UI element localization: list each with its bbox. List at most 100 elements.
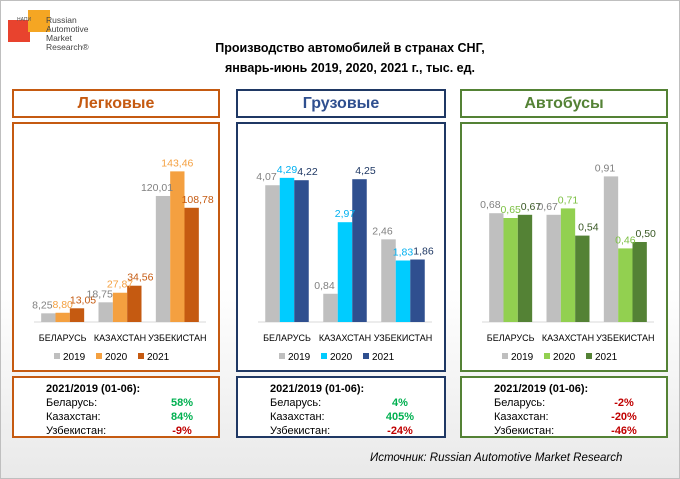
legend-swatch [502, 353, 508, 359]
data-label: 1,86 [413, 246, 434, 258]
data-label: 4,29 [277, 164, 298, 176]
bar [279, 177, 295, 322]
bar [352, 179, 367, 322]
legend-label: 2021 [595, 352, 618, 363]
bar [265, 185, 280, 322]
stats-header: 2021/2019 (01-06): [46, 383, 141, 395]
data-label: 108,78 [182, 194, 214, 206]
data-label: 8,25 [32, 299, 53, 311]
logo-line: Automotive [46, 24, 89, 34]
legend-swatch [138, 353, 144, 359]
category-header-trucks: Грузовые [236, 89, 446, 118]
stats-panel-passenger: 2021/2019 (01-06): Беларусь: 58% Казахст… [12, 376, 220, 438]
chart-panel-buses: 0,68 0,65 0,67 БЕЛАРУСЬ 0,67 0,71 0,54 КАЗАХСТА… [460, 122, 668, 372]
chart-trucks: 4,074,29 4,22 БЕЛАРУСЬ 0,84 2,97 4,25 КАЗАХСТА… [256, 164, 434, 363]
bar [575, 235, 590, 322]
bar [55, 312, 70, 322]
bar [112, 292, 128, 322]
page-title-line2: январь-июнь 2019, 2020, 2021 г., тыс. ед… [224, 61, 476, 75]
legend-label: 2020 [553, 352, 576, 363]
stats-label: Беларусь: [494, 397, 546, 409]
bar [489, 213, 504, 322]
category-tick-label: УЗБЕКИСТАН [374, 333, 432, 343]
page-title-line1: Производство автомобилей в странах СНГ, [215, 41, 485, 55]
data-label: 18,75 [87, 288, 113, 300]
data-label: 27,87 [107, 279, 133, 291]
category-header-buses: Автобусы [460, 89, 668, 118]
data-label: 143,46 [161, 157, 193, 169]
stats-value: 405% [385, 411, 415, 423]
data-label: 4,22 [297, 166, 318, 178]
legend-label: 2019 [288, 352, 311, 363]
legend-swatch [279, 353, 285, 359]
page-title: Производство автомобилей в странах СНГ, … [160, 38, 540, 78]
stats-value: -46% [611, 425, 637, 437]
data-label: 4,07 [256, 171, 277, 183]
stats-label: Узбекистан: [494, 425, 555, 437]
stats-label: Узбекистан: [270, 425, 331, 437]
stats-value: 84% [170, 411, 194, 423]
stats-value: -9% [172, 425, 192, 437]
data-label: 1,83 [393, 247, 414, 259]
bar [395, 260, 411, 322]
legend-swatch [54, 353, 60, 359]
data-label: 0,71 [558, 194, 579, 206]
bar [517, 214, 533, 322]
stats-header: 2021/2019 (01-06): [270, 383, 365, 395]
bar [170, 171, 185, 322]
stats-value: -24% [387, 425, 413, 437]
legend-swatch [586, 353, 592, 359]
data-label: 34,56 [127, 272, 153, 284]
data-label: 120,01 [141, 182, 173, 194]
stats-panel-trucks: 2021/2019 (01-06): Беларусь: 4% Казахста… [236, 376, 446, 438]
stats-value: -20% [611, 411, 637, 423]
stats-label: Казахстан: [46, 411, 101, 423]
stats-label: Беларусь: [270, 397, 322, 409]
stats-label: Беларусь: [46, 397, 98, 409]
bar [41, 313, 56, 322]
bar [184, 207, 199, 322]
category-tick-label: УЗБЕКИСТАН [148, 333, 206, 343]
bar [618, 248, 633, 322]
source-note: Источник: Russian Automotive Market Rese… [370, 452, 623, 464]
legend-label: 2019 [63, 352, 86, 363]
data-label: 0,54 [578, 222, 599, 234]
data-label: 8,80 [52, 299, 73, 311]
category-tick-label: БЕЛАРУСЬ [39, 333, 87, 343]
category-tick-label: КАЗАХСТАН [319, 333, 371, 343]
stats-value: 58% [170, 397, 194, 409]
data-label: 0,91 [595, 162, 616, 174]
category-header-passenger: Легковые [12, 89, 220, 118]
bar [546, 214, 561, 322]
bar [337, 222, 353, 322]
data-label: 0,46 [615, 234, 636, 246]
bar [127, 285, 142, 322]
bar [381, 239, 396, 322]
logo: НАПИ Russian Automotive Market Research® [8, 8, 118, 68]
data-label: 0,68 [480, 199, 501, 211]
bar [632, 242, 647, 322]
stats-label: Казахстан: [270, 411, 325, 423]
stats-label: Казахстан: [494, 411, 549, 423]
legend-label: 2020 [105, 352, 128, 363]
stats-label: Узбекистан: [46, 425, 107, 437]
chart-buses: 0,68 0,65 0,67БЕЛАРУСЬ0,670,710,54КАЗАХСТА… [480, 162, 656, 363]
stats-value: 4% [392, 397, 408, 409]
data-label: 13,05 [70, 294, 96, 306]
bar [98, 302, 113, 322]
bar [410, 259, 425, 322]
legend-label: 2021 [147, 352, 170, 363]
logo-line: Russian [46, 15, 77, 25]
data-label: 0,65 [500, 204, 521, 216]
legend-label: 2020 [330, 352, 353, 363]
bar [69, 308, 85, 322]
category-tick-label: БЕЛАРУСЬ [263, 333, 311, 343]
bar [603, 176, 619, 322]
category-tick-label: БЕЛАРУСЬ [487, 333, 535, 343]
logo-red-square [8, 20, 30, 42]
bar [560, 208, 576, 322]
legend-label: 2019 [511, 352, 534, 363]
data-label: 0,67 [521, 201, 542, 213]
legend-swatch [544, 353, 550, 359]
